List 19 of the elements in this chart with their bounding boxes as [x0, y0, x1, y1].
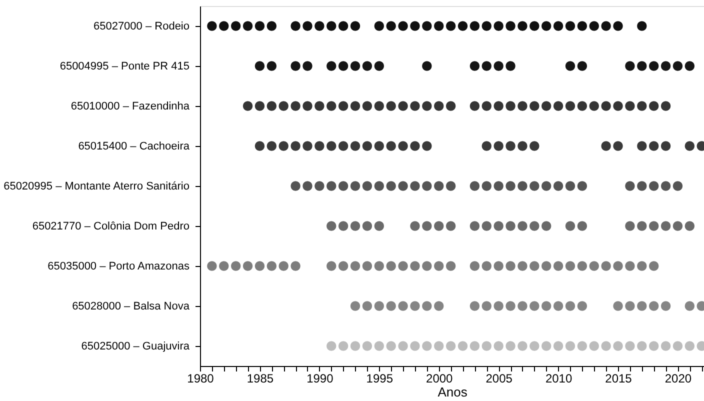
x-tick-label: 1985: [246, 372, 274, 386]
y-tick-label: 65021770 – Colônia Dom Pedro: [32, 220, 190, 232]
x-tick-label: 2015: [605, 372, 632, 386]
y-tick-label: 65020995 – Montante Aterro Sanitário: [4, 180, 190, 192]
y-tick-label: 65025000 – Guajuvira: [81, 340, 190, 352]
x-tick-label: 2010: [545, 372, 572, 386]
x-tick-label: 1980: [187, 372, 214, 386]
y-tick-label: 65010000 – Fazendinha: [70, 100, 190, 112]
x-axis-title: Anos: [438, 384, 468, 400]
x-tick-label: 1995: [366, 372, 394, 386]
x-tick-label: 2000: [426, 372, 454, 386]
y-tick-label: 65015400 – Cachoeira: [78, 140, 190, 152]
y-tick-label: 65035000 – Porto Amazonas: [48, 260, 190, 272]
x-tick-label: 2020: [664, 372, 692, 386]
y-tick-label: 65004995 – Ponte PR 415: [60, 60, 190, 72]
y-tick-label: 65027000 – Rodeio: [93, 20, 190, 32]
x-tick-label: 1990: [306, 372, 334, 386]
y-tick-label: 65028000 – Balsa Nova: [72, 300, 190, 312]
x-tick-label: 2005: [486, 372, 513, 386]
